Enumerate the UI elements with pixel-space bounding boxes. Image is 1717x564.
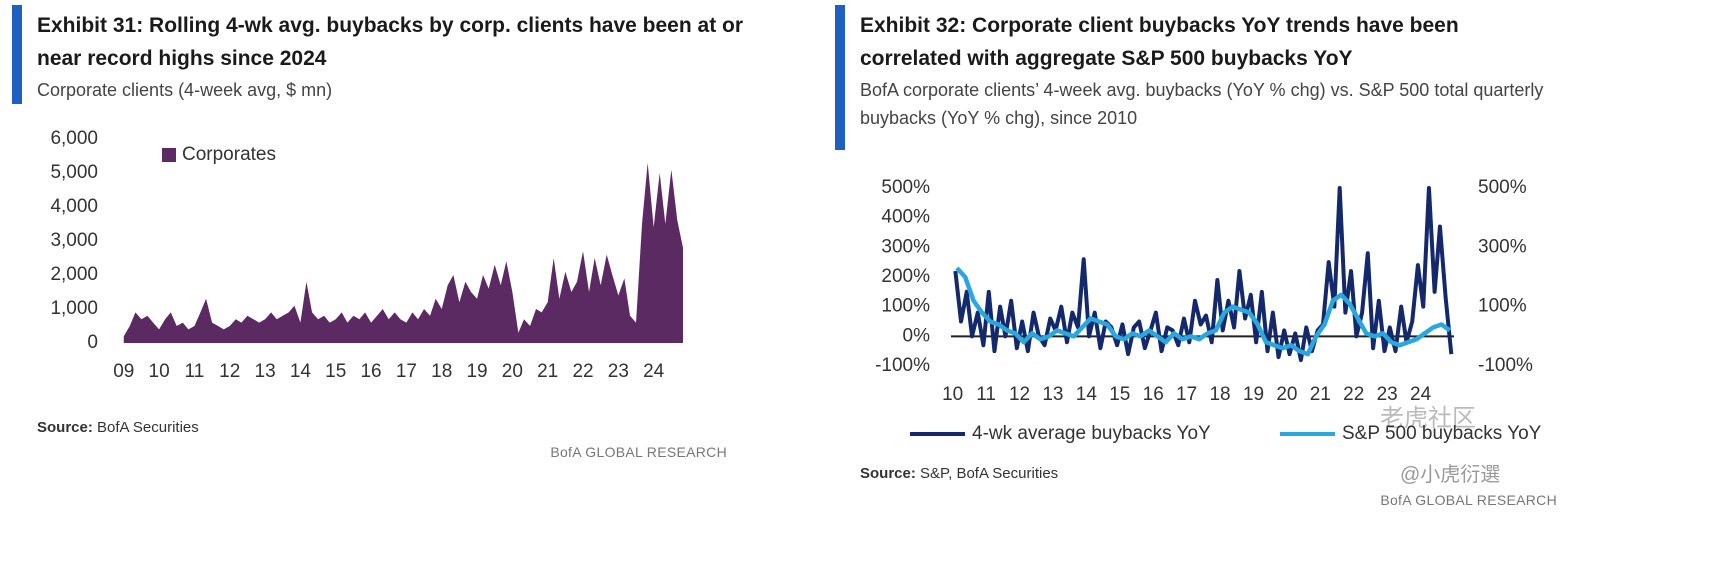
source-text: BofA Securities <box>97 419 199 436</box>
y-tick-label: 1,000 <box>50 298 98 319</box>
y2-tick-label: 500% <box>1478 177 1527 198</box>
line <box>953 186 1454 363</box>
chart-title: Exhibit 31: Rolling 4-wk avg. buybacks b… <box>37 14 744 70</box>
x-tick-label: 15 <box>1109 384 1130 405</box>
y2-tick-label: 300% <box>1478 236 1527 257</box>
y-tick-label: 300% <box>881 236 930 257</box>
source: Source: S&P, BofA Securities <box>860 465 1058 482</box>
x-tick-label: 18 <box>431 361 452 382</box>
chart-subtitle: Corporate clients (4-week avg, $ mn) <box>37 80 333 100</box>
x-tick-label: 24 <box>643 361 665 382</box>
x-tick-label: 17 <box>396 361 417 382</box>
x-tick-label: 16 <box>1143 384 1164 405</box>
x-tick-label: 24 <box>1410 384 1432 405</box>
x-tick-label: 09 <box>113 361 134 382</box>
source-label: Source: <box>37 419 93 436</box>
x-tick-label: 22 <box>572 361 593 382</box>
legend-label: S&P 500 buybacks YoY <box>1342 423 1542 444</box>
x-tick-label: 23 <box>608 361 629 382</box>
x-tick-label: 23 <box>1377 384 1398 405</box>
accent-bar <box>835 5 845 150</box>
x-tick-label: 12 <box>219 361 240 382</box>
source-text: S&P, BofA Securities <box>920 465 1059 482</box>
y-tick-label: 4,000 <box>50 196 98 217</box>
x-tick-label: 21 <box>1310 384 1331 405</box>
chart-title: Exhibit 32: Corporate client buybacks Yo… <box>860 14 1459 70</box>
y-tick-label: 0 <box>87 332 98 353</box>
watermark: 老虎社区 <box>1380 405 1476 432</box>
y-tick-label: 200% <box>881 266 930 287</box>
y-tick-label: 100% <box>881 296 930 317</box>
y-tick-label: 500% <box>881 177 930 198</box>
x-tick-label: 14 <box>1076 384 1098 405</box>
y-tick-label: 400% <box>881 207 930 228</box>
x-tick-label: 17 <box>1176 384 1197 405</box>
watermark: @小虎衍選 <box>1400 464 1501 486</box>
y-tick-label: 3,000 <box>50 230 98 251</box>
source: Source: BofA Securities <box>37 419 199 436</box>
x-tick-label: 19 <box>466 361 487 382</box>
x-tick-label: 10 <box>149 361 170 382</box>
x-tick-label: 11 <box>185 361 205 382</box>
source-label: Source: <box>860 465 916 482</box>
y2-tick-label: 100% <box>1478 296 1527 317</box>
x-tick-label: 10 <box>942 384 963 405</box>
area <box>123 162 683 343</box>
y-tick-label: 2,000 <box>50 264 98 285</box>
brand: BofA GLOBAL RESEARCH <box>550 444 727 460</box>
x-tick-label: 16 <box>360 361 381 382</box>
y-tick-label: -100% <box>875 355 930 376</box>
x-tick-label: 13 <box>255 361 276 382</box>
chart-subtitle: BofA corporate clients’ 4-week avg. buyb… <box>860 80 1544 128</box>
x-tick-label: 19 <box>1243 384 1264 405</box>
legend-label: 4-wk average buybacks YoY <box>972 423 1211 444</box>
x-tick-label: 14 <box>290 361 312 382</box>
y-tick-label: 6,000 <box>50 128 98 149</box>
x-tick-label: 12 <box>1009 384 1030 405</box>
brand: BofA GLOBAL RESEARCH <box>1380 492 1557 508</box>
line <box>955 266 1452 357</box>
legend-label: Corporates <box>182 144 276 165</box>
y-tick-label: 0% <box>903 325 931 346</box>
x-tick-label: 13 <box>1042 384 1063 405</box>
x-tick-label: 18 <box>1209 384 1230 405</box>
y2-tick-label: -100% <box>1478 355 1533 376</box>
x-tick-label: 22 <box>1343 384 1364 405</box>
x-tick-label: 11 <box>976 384 996 405</box>
y-tick-label: 5,000 <box>50 162 98 183</box>
x-tick-label: 21 <box>537 361 558 382</box>
x-tick-label: 20 <box>502 361 523 382</box>
x-tick-label: 15 <box>325 361 346 382</box>
x-tick-label: 20 <box>1276 384 1297 405</box>
legend-swatch <box>162 148 176 162</box>
accent-bar <box>12 5 22 104</box>
